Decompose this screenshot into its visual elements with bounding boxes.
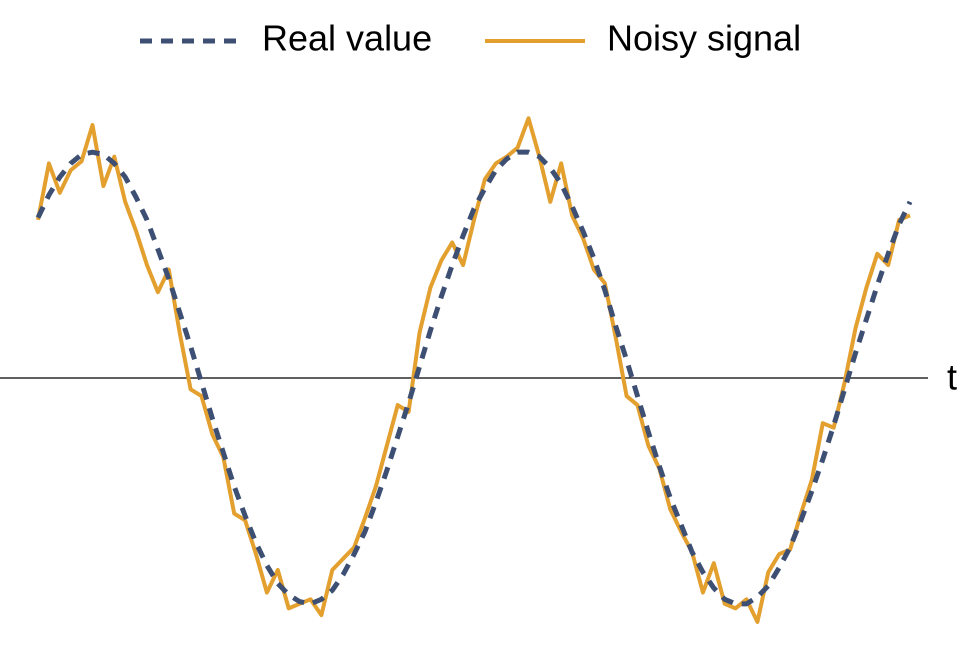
axis-label: t	[947, 357, 957, 398]
series-line	[36, 116, 911, 624]
legend-label: Noisy signal	[607, 18, 801, 59]
legend-label: Real value	[262, 18, 432, 59]
series-line	[35, 149, 913, 607]
